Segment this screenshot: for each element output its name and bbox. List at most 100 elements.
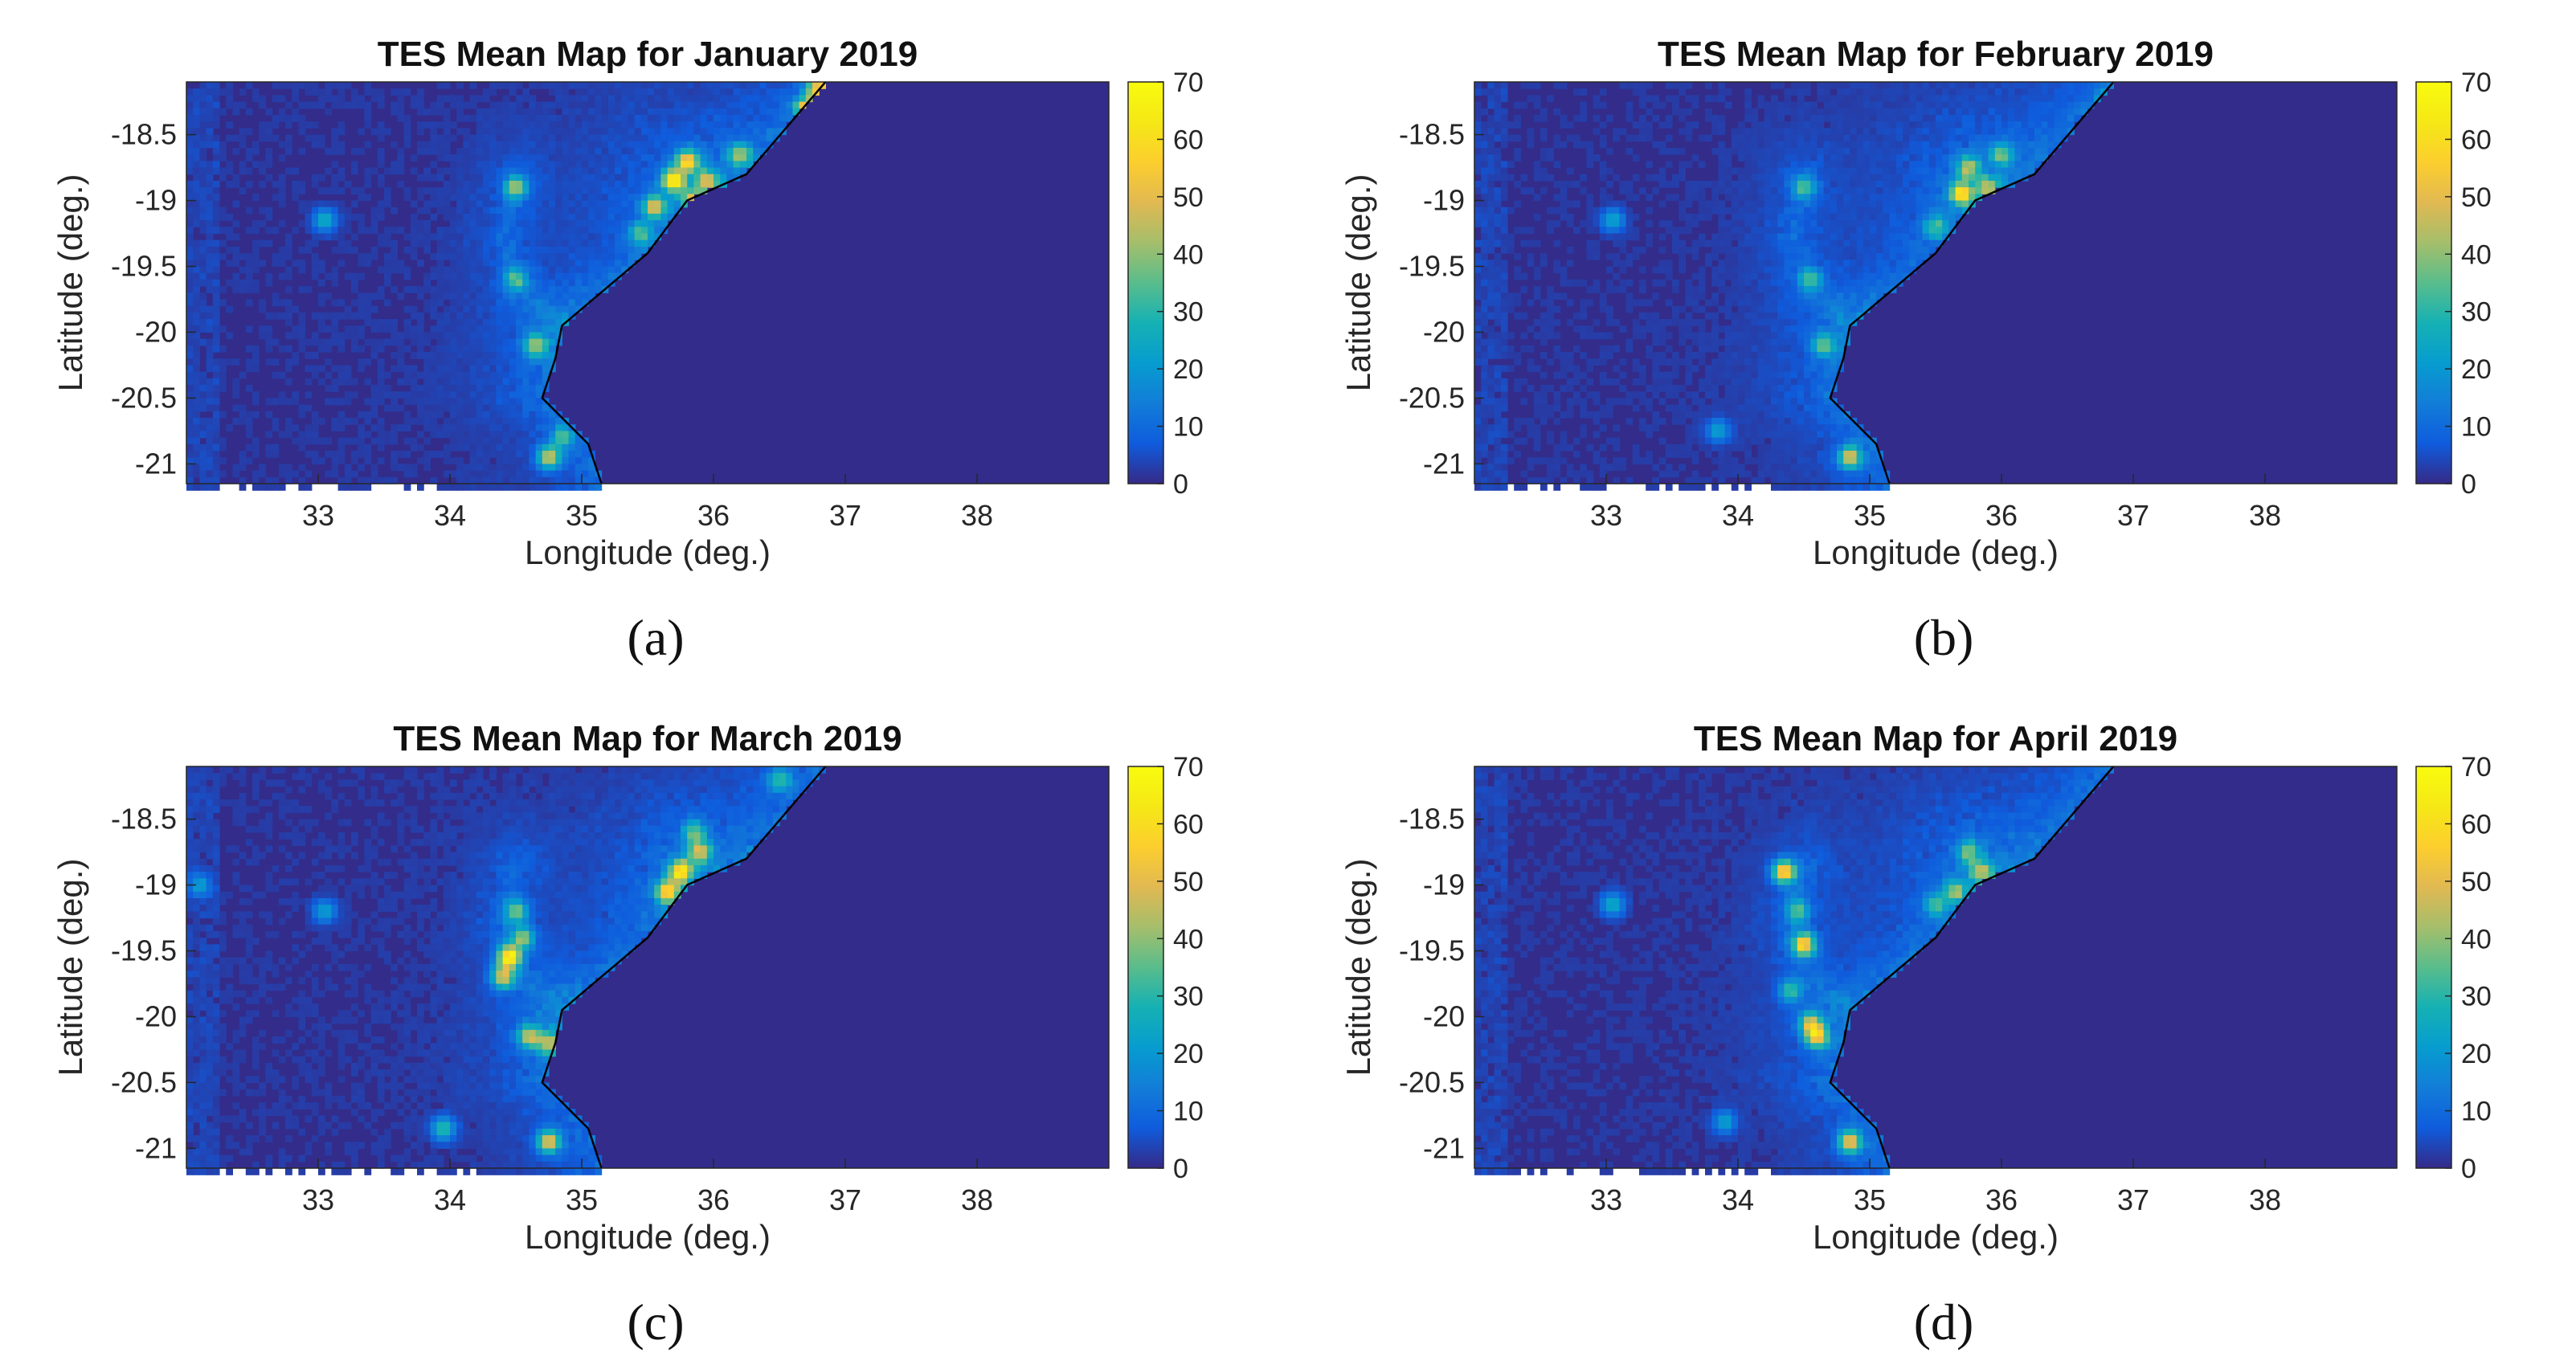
heatmap-cell <box>1895 246 1903 254</box>
heatmap-cell <box>384 371 391 379</box>
heatmap-cell <box>1804 114 1811 122</box>
heatmap-cell <box>496 200 504 208</box>
heatmap-cell <box>1994 108 2002 116</box>
heatmap-cell <box>1777 128 1785 136</box>
heatmap-cell <box>239 457 247 465</box>
heatmap-cell <box>1711 266 1719 274</box>
heatmap-cell <box>687 88 694 96</box>
heatmap-cell <box>607 194 615 202</box>
heatmap-cell <box>1922 253 1930 260</box>
heatmap-cell <box>1678 259 1686 268</box>
heatmap-cell <box>535 345 543 353</box>
heatmap-cell <box>582 259 589 268</box>
heatmap-cell <box>1895 233 1903 241</box>
heatmap-cell <box>423 371 431 379</box>
heatmap-cell <box>344 180 352 188</box>
heatmap-cell <box>272 338 280 346</box>
heatmap-cell <box>720 141 727 149</box>
heatmap-cell <box>219 286 227 293</box>
heatmap-cell <box>522 470 530 478</box>
heatmap-cell <box>450 365 457 373</box>
heatmap-cell <box>1639 246 1646 254</box>
heatmap-cell <box>516 443 523 452</box>
heatmap-cell <box>344 365 352 373</box>
heatmap-cell <box>1817 174 1825 182</box>
heatmap-cell <box>2027 95 2035 103</box>
heatmap-cell <box>522 194 530 202</box>
heatmap-cell <box>272 371 280 379</box>
heatmap-cell <box>502 239 510 247</box>
heatmap-cell <box>549 411 556 419</box>
heatmap-cell <box>542 227 550 235</box>
heatmap-cell <box>542 141 550 149</box>
heatmap-cell <box>1903 161 1910 169</box>
heatmap-cell <box>456 365 464 373</box>
heatmap-cell <box>1757 174 1765 182</box>
heatmap-cell <box>278 194 286 202</box>
heatmap-cell <box>640 194 648 202</box>
heatmap-cell <box>469 239 477 247</box>
heatmap-cell <box>1678 206 1686 215</box>
heatmap-cell <box>1856 180 1864 188</box>
heatmap-cell <box>186 154 194 161</box>
heatmap-cell <box>496 365 504 373</box>
heatmap-cell <box>1751 154 1759 161</box>
heatmap-cell <box>1817 227 1825 235</box>
heatmap-cell <box>562 141 570 149</box>
heatmap-cell <box>1823 167 1831 175</box>
heatmap-cell <box>555 279 562 287</box>
heatmap-cell <box>423 352 431 359</box>
heatmap-cell <box>574 95 583 103</box>
heatmap-cell <box>1566 167 1574 175</box>
heatmap-cell <box>509 332 517 340</box>
heatmap-cell <box>337 259 346 268</box>
heatmap-cell <box>1744 246 1752 254</box>
heatmap-cell <box>489 305 497 313</box>
heatmap-cell <box>1625 134 1634 142</box>
heatmap-cell <box>700 101 708 109</box>
heatmap-cell <box>1606 167 1613 175</box>
heatmap-cell <box>436 95 444 103</box>
heatmap-cell <box>331 213 339 221</box>
heatmap-cell <box>568 443 576 452</box>
heatmap-cell <box>469 82 477 89</box>
heatmap-cell <box>1599 213 1607 221</box>
heatmap-cell <box>509 470 517 478</box>
heatmap-cell <box>1876 233 1883 241</box>
heatmap-cell <box>496 437 504 445</box>
heatmap-cell <box>535 352 543 359</box>
heatmap-cell <box>1928 206 1936 215</box>
heatmap-cell <box>496 404 504 412</box>
heatmap-cell <box>318 345 325 353</box>
heatmap-cell <box>2047 82 2055 89</box>
heatmap-cell <box>337 213 346 221</box>
heatmap-cell <box>509 194 517 202</box>
heatmap-cell <box>739 95 747 103</box>
heatmap-cell <box>615 233 622 241</box>
heatmap-cell <box>226 305 233 313</box>
heatmap-cell <box>364 319 372 326</box>
heatmap-cell <box>1487 121 1495 129</box>
heatmap-cell <box>601 266 609 274</box>
heatmap-cell <box>640 161 648 169</box>
heatmap-cell <box>430 451 438 458</box>
heatmap-cell <box>555 88 562 96</box>
heatmap-cell <box>562 194 570 202</box>
heatmap-cell <box>522 418 530 425</box>
heatmap-cell <box>522 121 530 129</box>
heatmap-cell <box>1494 227 1502 235</box>
heatmap-cell <box>516 385 523 392</box>
heatmap-cell <box>1625 180 1634 188</box>
heatmap-cell <box>529 128 537 136</box>
heatmap-cell <box>476 371 484 379</box>
heatmap-cell <box>628 227 636 235</box>
heatmap-cell <box>1810 194 1818 202</box>
heatmap-cell <box>239 88 247 96</box>
heatmap-cell <box>1862 108 1871 116</box>
heatmap-cell <box>1771 174 1778 182</box>
heatmap-cell <box>753 121 760 129</box>
heatmap-cell <box>1738 279 1745 287</box>
heatmap-cell <box>562 128 570 136</box>
heatmap-cell <box>476 187 484 194</box>
heatmap-cell <box>212 227 220 235</box>
